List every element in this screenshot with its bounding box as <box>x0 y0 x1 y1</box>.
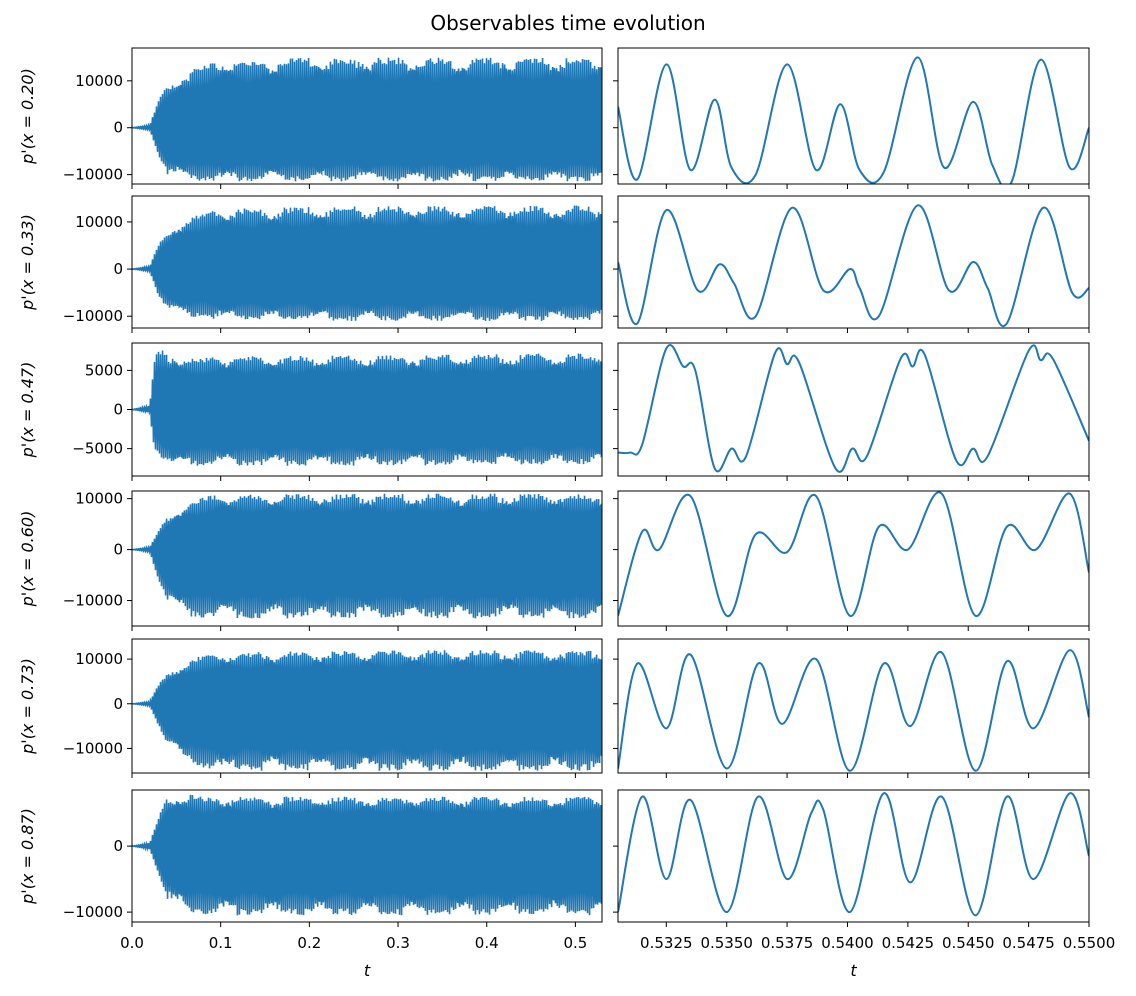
axes-frame <box>131 195 603 329</box>
axes-frame <box>617 195 1090 329</box>
x-tick-label: 0.5 <box>563 934 587 952</box>
series-line-r6-full <box>132 794 602 916</box>
subplot-r6-full: −10000 0 0.0 0.1 0.2 0.3 0.4 0.5 t <box>63 789 603 980</box>
y-tick-label: 10000 <box>75 72 123 90</box>
subplot-r2-zoom <box>613 195 1090 333</box>
x-tick-label: 0.4 <box>475 934 499 952</box>
x-tick-label: 0.0 <box>120 934 144 952</box>
x-tick-label: 0.5450 <box>942 934 995 952</box>
axes-frame <box>131 638 603 774</box>
y-tick-label: −10000 <box>63 592 123 610</box>
axes-frame <box>131 789 603 923</box>
subplot-grid: −10000 0 10000 p'(x = 0.20) −10000 0 10000 p'(x… <box>18 47 1116 980</box>
y-tick-label: 0 <box>113 119 123 137</box>
series-line-r2-zoom <box>618 204 1089 327</box>
subplot-r3-full: −5000 0 5000 <box>72 342 603 481</box>
series-line-r1-full <box>132 57 602 182</box>
series-line-r4-zoom <box>618 491 1089 617</box>
series-line-r1-zoom <box>618 56 1089 184</box>
y-tick-label: 0 <box>113 695 123 713</box>
subplot-r1-full: −10000 0 10000 <box>63 47 603 189</box>
x-tick-label: 0.2 <box>297 934 321 952</box>
series-line-r6-zoom <box>618 792 1089 917</box>
x-tick-label: 0.5400 <box>821 934 874 952</box>
axes-frame <box>131 47 603 185</box>
subplot-r3-zoom <box>613 342 1090 481</box>
series-line-r3-zoom <box>618 344 1089 473</box>
x-tick-label: 0.5500 <box>1063 934 1116 952</box>
x-tick-label: 0.5425 <box>882 934 935 952</box>
x-tick-label: 0.3 <box>386 934 410 952</box>
axes-frame <box>131 490 603 627</box>
x-tick-label: 0.5350 <box>700 934 753 952</box>
y-tick-label: −10000 <box>63 166 123 184</box>
axes-frame <box>617 47 1090 185</box>
y-axis-label: p'(x = 0.20) <box>18 68 37 165</box>
x-tick-label: 0.5475 <box>1002 934 1055 952</box>
figure-title: Observables time evolution <box>430 11 705 35</box>
y-tick-label: 5000 <box>85 361 123 379</box>
x-tick-label: 0.5375 <box>761 934 814 952</box>
y-axis-label: p'(x = 0.73) <box>18 658 37 755</box>
y-tick-label: 0 <box>113 401 123 419</box>
subplot-r6-zoom: 0.5325 0.5350 0.5375 0.5400 0.5425 0.5450 0.54… <box>613 789 1116 980</box>
y-tick-label: −10000 <box>63 739 123 757</box>
series-line-r4-full <box>132 493 602 619</box>
series-line-r5-full <box>132 650 602 771</box>
y-tick-label: 10000 <box>75 650 123 668</box>
axes-frame <box>617 490 1090 627</box>
y-tick-label: 10000 <box>75 490 123 508</box>
series-line-r2-full <box>132 205 602 321</box>
series-line-r3-full <box>132 350 602 466</box>
y-axis-label: p'(x = 0.47) <box>18 362 37 459</box>
y-axis-label: p'(x = 0.87) <box>18 808 37 905</box>
y-tick-label: 10000 <box>75 213 123 231</box>
subplot-r1-zoom <box>613 47 1090 189</box>
y-axis-label: p'(x = 0.60) <box>18 511 37 608</box>
x-tick-label: 0.1 <box>209 934 233 952</box>
y-tick-label: 0 <box>113 260 123 278</box>
subplot-r4-zoom <box>613 490 1090 631</box>
x-tick-label: 0.5325 <box>640 934 693 952</box>
subplot-r4-full: −10000 0 10000 <box>63 490 603 631</box>
y-axis-label: p'(x = 0.33) <box>18 214 37 311</box>
y-tick-label: −10000 <box>63 307 123 325</box>
subplot-r2-full: −10000 0 10000 <box>63 195 603 333</box>
subplot-r5-zoom <box>613 638 1090 778</box>
series-line-r5-zoom <box>618 649 1089 772</box>
subplot-r5-full: −10000 0 10000 <box>63 638 603 778</box>
axes-frame <box>617 789 1090 923</box>
y-tick-label: −5000 <box>72 440 123 458</box>
y-tick-label: −10000 <box>63 903 123 921</box>
y-tick-label: 0 <box>113 837 123 855</box>
y-tick-label: 0 <box>113 541 123 559</box>
x-axis-label: t <box>850 961 857 980</box>
axes-frame <box>617 638 1090 774</box>
x-axis-label: t <box>364 961 371 980</box>
